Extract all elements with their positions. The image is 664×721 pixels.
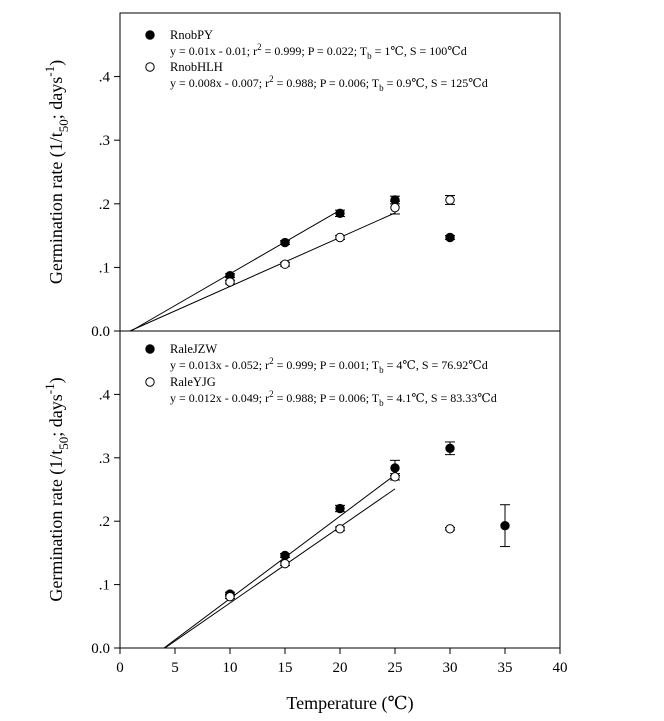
legend-marker-open bbox=[145, 377, 155, 387]
data-point-open bbox=[335, 524, 345, 534]
data-point-filled bbox=[445, 443, 455, 453]
y-tick-label: 0.0 bbox=[91, 641, 110, 657]
data-point-filled bbox=[445, 232, 455, 243]
regression-line bbox=[164, 488, 396, 649]
y-tick-label: .4 bbox=[99, 70, 111, 86]
x-tick-label: 25 bbox=[388, 660, 403, 676]
data-point-open bbox=[280, 259, 290, 269]
data-point-open bbox=[225, 591, 235, 602]
y-tick-label: .3 bbox=[99, 133, 110, 149]
data-point-filled bbox=[280, 237, 290, 248]
y-tick-label: 0.0 bbox=[91, 324, 110, 340]
data-point-open bbox=[390, 202, 400, 213]
legend-label: RnobHLH bbox=[170, 60, 223, 74]
y-axis-title: Germination rate (1/t50; days-1) bbox=[42, 377, 71, 601]
data-point-open bbox=[225, 277, 235, 287]
y-tick-label: .3 bbox=[99, 451, 110, 467]
x-tick-label: 40 bbox=[553, 660, 568, 676]
regression-equation: y = 0.013x - 0.052; r2 = 0.999; P = 0.00… bbox=[170, 356, 488, 375]
x-tick-label: 5 bbox=[171, 660, 179, 676]
panel-top: 0.0 .1 .2 .3 .4 Germination rate (1/t50; days… bbox=[42, 12, 561, 340]
legend-label: RaleYJG bbox=[170, 375, 216, 389]
data-point-open bbox=[390, 472, 400, 482]
data-point-open bbox=[335, 232, 345, 243]
regression-line bbox=[163, 474, 396, 649]
regression-equation: y = 0.01x - 0.01; r2 = 0.999; P = 0.022;… bbox=[170, 42, 467, 61]
legend-marker-open bbox=[145, 62, 155, 72]
legend-marker-filled bbox=[145, 344, 155, 354]
data-point-filled bbox=[500, 520, 510, 531]
legend-label: RnobPY bbox=[170, 28, 213, 42]
regression-line bbox=[129, 212, 396, 332]
legend-label: RaleJZW bbox=[170, 342, 217, 356]
regression-equation: y = 0.012x - 0.049; r2 = 0.988; P = 0.00… bbox=[170, 389, 497, 408]
x-tick-label: 10 bbox=[223, 660, 238, 676]
regression-equation: y = 0.008x - 0.007; r2 = 0.988; P = 0.00… bbox=[170, 74, 488, 93]
data-point-open bbox=[280, 558, 290, 569]
x-tick-label: 35 bbox=[498, 660, 513, 676]
y-axis-title: Germination rate (1/t50; days-1) bbox=[42, 60, 71, 284]
regression-line bbox=[130, 209, 341, 332]
data-point-open bbox=[445, 195, 455, 205]
data-point-filled bbox=[335, 503, 345, 514]
x-tick-label: 30 bbox=[443, 660, 458, 676]
panel-bottom: 0.0 .1 .2 .3 .4 0 5 10 15 20 25 30 35 40 Temperature (… bbox=[42, 330, 568, 714]
y-tick-label: .4 bbox=[99, 387, 111, 403]
y-tick-label: .2 bbox=[99, 514, 110, 530]
legend-marker-filled bbox=[145, 30, 155, 40]
y-tick-label: .1 bbox=[99, 260, 110, 276]
y-tick-label: .1 bbox=[99, 578, 110, 594]
x-tick-label: 0 bbox=[116, 660, 124, 676]
x-tick-label: 15 bbox=[278, 660, 293, 676]
x-axis-title: Temperature (℃) bbox=[286, 693, 413, 714]
data-point-filled bbox=[280, 550, 290, 561]
data-point-filled bbox=[390, 463, 400, 473]
data-point-open bbox=[445, 524, 455, 534]
x-tick-label: 20 bbox=[333, 660, 348, 676]
y-tick-label: .2 bbox=[99, 197, 110, 213]
data-point-filled bbox=[335, 208, 345, 219]
